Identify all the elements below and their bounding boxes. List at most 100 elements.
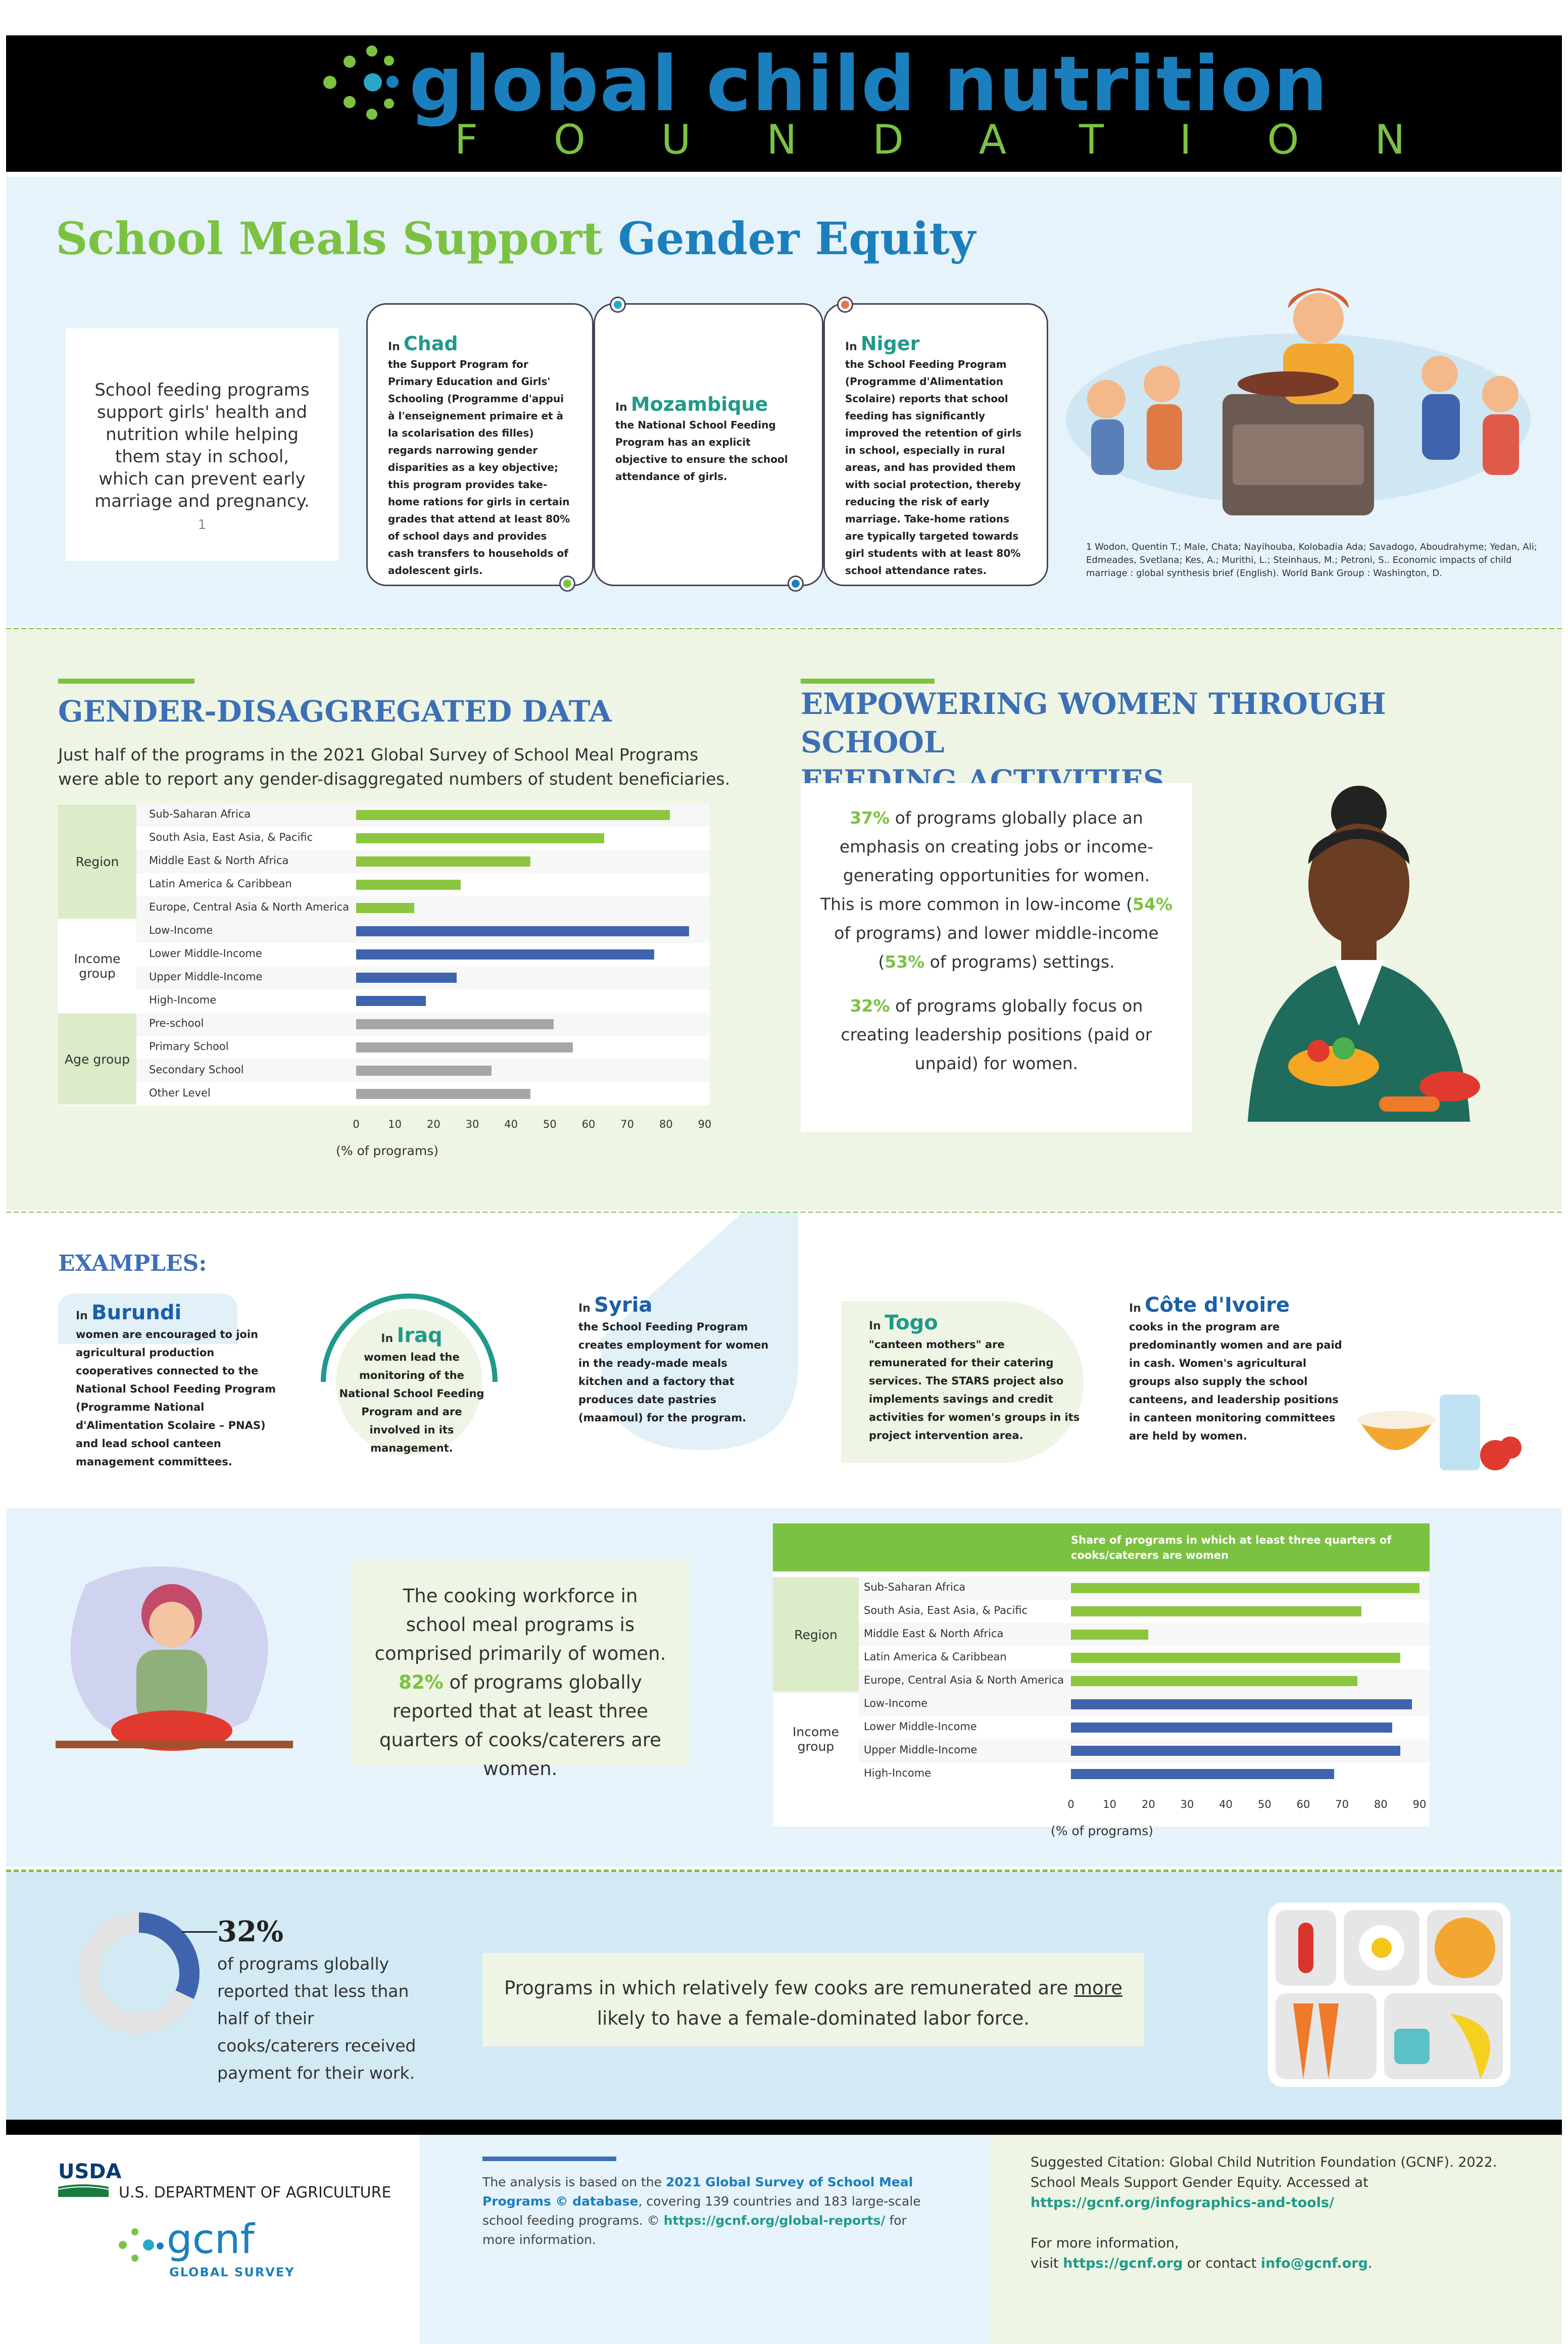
category-label: Primary School [149, 1040, 229, 1053]
accent-bar [58, 679, 194, 684]
chart-bar [356, 949, 655, 960]
stat-jobs: 37% of programs globally place an emphas… [816, 803, 1177, 890]
more-info: For more information, [1031, 2235, 1179, 2251]
category-label: Pre-school [149, 1017, 204, 1030]
chart-bar [356, 996, 426, 1006]
gcnf-site-link[interactable]: https://gcnf.org [1063, 2256, 1183, 2271]
togo-bg [841, 1301, 1084, 1463]
empowering-title: EMPOWERING WOMEN THROUGH SCHOOL FEEDING … [801, 685, 1533, 800]
usda-logo: USDA [58, 2160, 122, 2183]
example-country: Togo [885, 1311, 938, 1334]
example-togo: In Togo "canteen mothers" are remunerate… [869, 1311, 1081, 1445]
group-label: Region [58, 804, 136, 919]
example-text: women lead the monitoring of the Nationa… [339, 1351, 484, 1454]
stat-pct: 53% [885, 952, 925, 972]
citation-body: Suggested Citation: Global Child Nutriti… [1031, 2155, 1497, 2190]
category-label: Latin America & Caribbean [864, 1651, 1007, 1663]
accent-bar [801, 679, 935, 684]
card-dot-icon [561, 577, 574, 590]
category-label: South Asia, East Asia, & Pacific [864, 1604, 1028, 1617]
examples-title: EXAMPLES: [58, 1251, 207, 1276]
card-country: Niger [860, 332, 920, 355]
contact-email-link[interactable]: info@gcnf.org [1260, 2256, 1368, 2271]
card-prefix: In [845, 341, 857, 353]
example-text: women are encouraged to join agricultura… [76, 1328, 276, 1468]
chart-bar [1071, 1746, 1400, 1756]
stat-text: of programs) and lower middle-income ( [834, 923, 1159, 972]
chart-bar [1071, 1769, 1335, 1779]
donut-pointer [182, 1931, 217, 1933]
analysis-text: The analysis is based on the 2021 Global… [482, 2173, 937, 2250]
cooking-pct: 82% [399, 1671, 444, 1693]
example-iraq: In Iraq women lead the monitoring of the… [338, 1325, 485, 1457]
card-chad: In Chad the Support Program for Primary … [366, 303, 594, 586]
donut-pct: 32% [217, 1915, 284, 1948]
x-tick-label: 80 [659, 1118, 673, 1130]
chart-bar [1071, 1723, 1393, 1733]
category-label: Other Level [149, 1087, 211, 1099]
x-tick-label: 30 [1180, 1798, 1194, 1810]
chart-bar [356, 880, 461, 890]
category-label: High-Income [864, 1767, 932, 1780]
x-tick-label: 70 [620, 1118, 634, 1130]
card-text: the National School Feeding Program has … [615, 419, 788, 483]
group-label: Income group [773, 1694, 859, 1785]
group-label: Region [773, 1577, 859, 1692]
x-tick-label: 30 [465, 1118, 479, 1130]
footer-analysis [419, 2135, 990, 2344]
analysis-accent-bar [482, 2157, 616, 2161]
burundi-bg [58, 1294, 237, 1344]
card-text: the School Feeding Program (Programme d'… [845, 358, 1022, 577]
category-label: Europe, Central Asia & North America [864, 1674, 1064, 1687]
chart-bar [356, 903, 414, 913]
card-prefix: In [388, 341, 400, 353]
gcnf-logo-icon [323, 45, 399, 121]
category-label: Upper Middle-Income [149, 971, 263, 983]
card-dot-icon [789, 577, 802, 590]
x-tick-label: 60 [1296, 1798, 1310, 1810]
category-label: South Asia, East Asia, & Pacific [149, 831, 313, 844]
logo-subtitle: FOUNDATION [455, 116, 1481, 163]
gender-data-chart: Sub-Saharan Africa South Asia, East Asia,… [58, 803, 715, 1167]
usda-logo-icon [58, 2182, 109, 2197]
page-title: School Meals Support Gender Equity [56, 212, 975, 265]
stat-pct: 54% [1133, 894, 1173, 914]
remuneration-text: Programs in which relatively few cooks a… [504, 1977, 1074, 1999]
example-prefix: In [76, 1310, 88, 1322]
intro-box: School feeding programs support girls' h… [66, 328, 338, 561]
iraq-circle [313, 1286, 505, 1478]
card-text: the Support Program for Primary Educatio… [388, 358, 570, 577]
chart-bar [1071, 1676, 1358, 1686]
chart-bar [1071, 1699, 1412, 1709]
school-cook-illustration [1066, 273, 1531, 515]
stat-text: This is more common in low-income ( [820, 894, 1133, 914]
cook-woman-illustration [56, 1554, 298, 1766]
x-tick-label: 10 [388, 1118, 402, 1130]
cooks-chart: Sub-Saharan Africa South Asia, East Asia,… [773, 1571, 1430, 1844]
category-label: Latin America & Caribbean [149, 878, 292, 890]
category-label: Low-Income [864, 1697, 928, 1710]
card-prefix: In [615, 401, 627, 414]
gender-data-subtitle: Just half of the programs in the 2021 Gl… [58, 745, 730, 789]
stat-text: of programs globally focus on creating l… [841, 996, 1152, 1073]
chart-bar [1071, 1653, 1400, 1663]
decor-shape [551, 1213, 803, 1455]
footer-citation [990, 2135, 1562, 2344]
example-text: cooks in the program are predominantly w… [1129, 1321, 1342, 1442]
analysis-database: 2021 Global Survey of School Meal Progra… [482, 2175, 913, 2209]
cooking-text: The cooking workforce in school meal pro… [374, 1585, 666, 1664]
section-divider [6, 1870, 1562, 1872]
remuneration-underline: more [1074, 1977, 1122, 1999]
infographics-link[interactable]: https://gcnf.org/infographics-and-tools/ [1031, 2195, 1334, 2211]
group-label: Age group [58, 1014, 136, 1105]
x-tick-label: 50 [543, 1118, 557, 1130]
footnote: 1 Wodon, Quentin T.; Male, Chata; Nayiho… [1086, 542, 1537, 579]
intro-text: School feeding programs support girls' h… [94, 380, 310, 511]
card-country: Mozambique [630, 393, 768, 415]
category-label: Sub-Saharan Africa [149, 808, 251, 821]
remuneration-text: likely to have a female-dominated labor … [597, 2007, 1030, 2029]
card-niger: In Niger the School Feeding Program (Pro… [823, 303, 1048, 586]
header-banner [6, 35, 1562, 172]
global-reports-link[interactable]: https://gcnf.org/global-reports/ [663, 2213, 886, 2228]
stat-pct: 32% [850, 996, 890, 1016]
